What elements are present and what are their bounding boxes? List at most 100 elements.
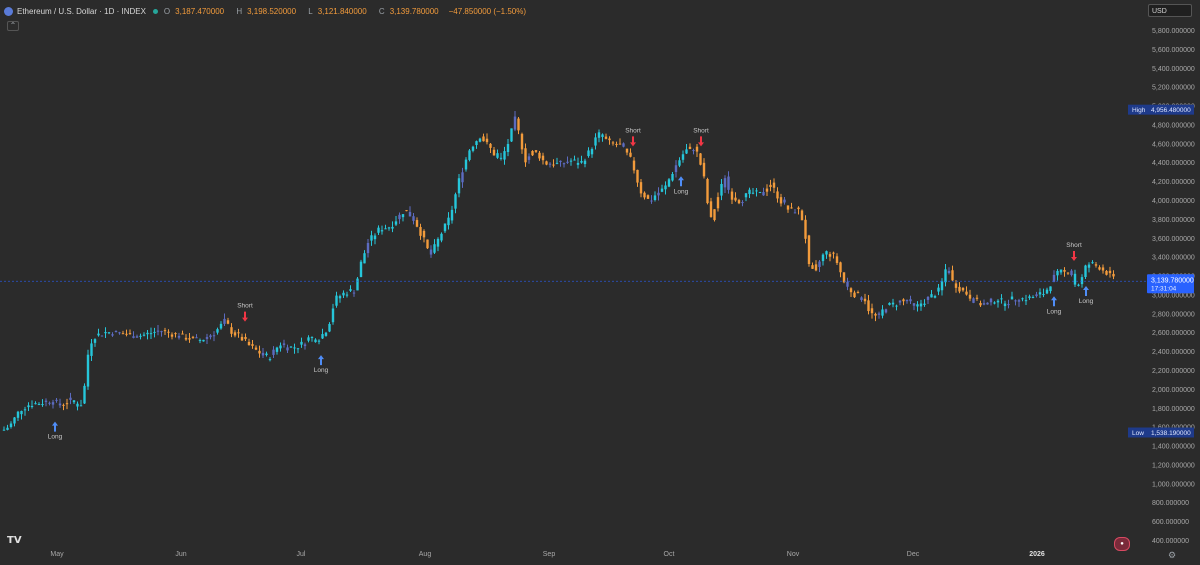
gear-icon[interactable]: ⚙ bbox=[1168, 550, 1177, 560]
tradingview-logo-icon[interactable]: TV bbox=[7, 535, 22, 546]
candle-body bbox=[874, 313, 877, 316]
chevron-up-icon[interactable]: ⌃ bbox=[7, 21, 19, 31]
candle-body bbox=[328, 323, 331, 332]
candle-body bbox=[226, 320, 230, 324]
candle-body bbox=[821, 254, 825, 262]
candle-body bbox=[2, 429, 6, 431]
candle-body bbox=[713, 209, 716, 221]
candle-body bbox=[548, 163, 552, 165]
long-arrow-icon bbox=[1051, 296, 1057, 307]
candle-body bbox=[349, 289, 352, 291]
candle-body bbox=[30, 405, 34, 407]
candle-body bbox=[48, 402, 51, 404]
low-label-bg bbox=[1128, 427, 1148, 438]
candle-body bbox=[58, 403, 62, 406]
candle-body bbox=[751, 192, 755, 194]
long-arrow-icon bbox=[1083, 286, 1089, 297]
short-arrow-icon bbox=[630, 136, 636, 147]
candle-body bbox=[1045, 289, 1049, 294]
candle-body bbox=[177, 335, 181, 338]
candle-body bbox=[489, 143, 492, 148]
candle-body bbox=[167, 331, 170, 333]
candle-body bbox=[496, 153, 499, 158]
candle-body bbox=[765, 188, 769, 192]
candle-body bbox=[937, 287, 940, 292]
candle-body bbox=[555, 162, 559, 164]
candle-body bbox=[433, 244, 436, 253]
candle-body bbox=[142, 334, 146, 336]
price-tick-label: 2,000.000000 bbox=[1152, 387, 1195, 394]
candle-body bbox=[835, 256, 839, 263]
candle-body bbox=[545, 161, 548, 165]
candle-body bbox=[405, 210, 408, 212]
candle-body bbox=[247, 341, 251, 346]
candle-body bbox=[65, 403, 69, 405]
candle-body bbox=[902, 299, 905, 302]
candle-body bbox=[618, 143, 622, 145]
currency-selector[interactable]: USD bbox=[1148, 4, 1192, 17]
candle-body bbox=[62, 404, 65, 406]
candle-body bbox=[940, 281, 944, 291]
candle-body bbox=[335, 295, 338, 306]
price-tick-label: 1,200.000000 bbox=[1152, 462, 1195, 469]
long-signal-label: Long bbox=[1047, 308, 1062, 315]
candle-body bbox=[625, 148, 629, 153]
price-tick-label: 3,400.000000 bbox=[1152, 255, 1195, 262]
price-tick-label: 5,400.000000 bbox=[1152, 66, 1195, 73]
candle-body bbox=[702, 162, 706, 177]
open-key: O bbox=[163, 6, 171, 16]
candle-body bbox=[160, 331, 163, 333]
candle-body bbox=[597, 132, 601, 138]
candle-body bbox=[849, 288, 853, 293]
candle-body bbox=[289, 346, 293, 348]
price-tick-label: 5,200.000000 bbox=[1152, 85, 1195, 92]
candle-body bbox=[1024, 300, 1028, 302]
price-change: −47.850000 (−1.50%) bbox=[448, 6, 527, 16]
candle-body bbox=[454, 194, 457, 209]
candle-body bbox=[993, 302, 996, 304]
candle-body bbox=[401, 214, 405, 218]
candle-body bbox=[1080, 277, 1084, 285]
candle-body bbox=[629, 152, 632, 157]
candle-body bbox=[268, 359, 272, 361]
price-tick-label: 800.000000 bbox=[1152, 500, 1189, 507]
candle-body bbox=[832, 252, 835, 254]
candle-body bbox=[1021, 298, 1024, 300]
candle-body bbox=[818, 261, 821, 268]
candle-body bbox=[979, 303, 982, 306]
time-tick-label: May bbox=[50, 551, 64, 558]
candle-body bbox=[408, 211, 412, 217]
candle-body bbox=[237, 332, 240, 334]
candle-body bbox=[744, 193, 748, 198]
long-arrow-icon bbox=[52, 421, 58, 432]
avatar[interactable]: ● bbox=[1114, 537, 1130, 551]
candle-body bbox=[1101, 267, 1105, 271]
candle-body bbox=[881, 309, 884, 316]
candle-body bbox=[825, 251, 828, 255]
time-tick-label: Jul bbox=[297, 551, 306, 558]
low-value-bg bbox=[1148, 427, 1194, 438]
candle-body bbox=[69, 397, 72, 400]
candle-body bbox=[251, 344, 254, 346]
candle-body bbox=[478, 138, 482, 142]
candle-body bbox=[44, 400, 48, 402]
candle-body bbox=[363, 253, 366, 264]
candle-body bbox=[450, 209, 454, 221]
candle-body bbox=[233, 332, 237, 336]
candle-body bbox=[216, 329, 219, 333]
symbol-title[interactable]: Ethereum / U.S. Dollar · 1D · INDEX bbox=[17, 6, 146, 16]
price-tick-label: 2,400.000000 bbox=[1152, 349, 1195, 356]
candle-body bbox=[72, 400, 76, 403]
candle-body bbox=[853, 292, 856, 298]
candle-body bbox=[114, 330, 118, 332]
candle-body bbox=[6, 427, 9, 430]
price-tick-label: 2,200.000000 bbox=[1152, 368, 1195, 375]
long-arrow-icon bbox=[678, 176, 684, 187]
candle-body bbox=[135, 336, 139, 338]
ohlc-values: O 3,187.470000 H 3,198.520000 L 3,121.84000… bbox=[164, 7, 449, 16]
candle-body bbox=[814, 264, 818, 271]
candle-body bbox=[153, 331, 156, 333]
candle-body bbox=[524, 148, 527, 163]
candle-body bbox=[398, 214, 401, 220]
